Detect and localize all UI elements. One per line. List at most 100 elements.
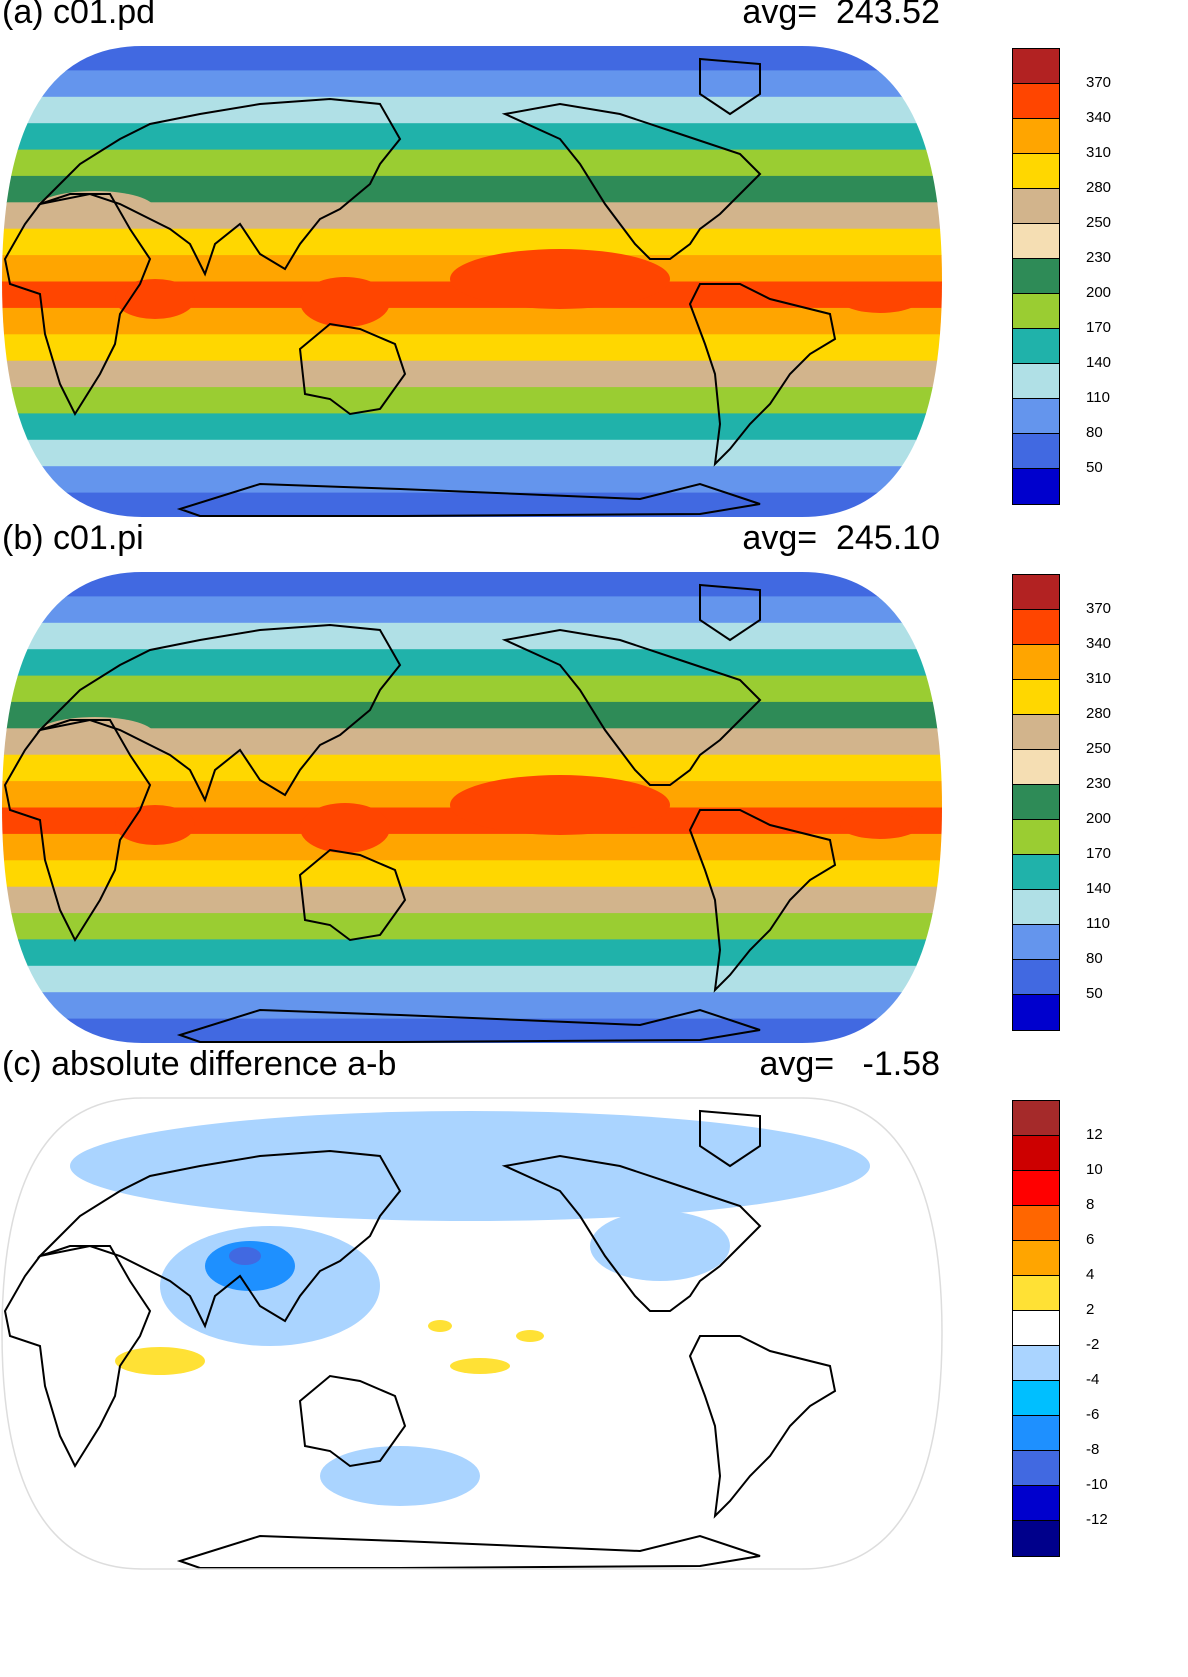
map-field: [2, 1098, 942, 1569]
panel-c-avg-value: -1.58: [862, 1045, 941, 1083]
colorbar-label: 80: [1086, 424, 1103, 441]
colorbar-label: 4: [1086, 1266, 1095, 1283]
zonal-band: [2, 96, 942, 125]
colorbar-segment: [1013, 329, 1059, 364]
zonal-band: [2, 913, 942, 941]
coastline: [176, 1534, 761, 1569]
panel-a-avg-label: avg=: [742, 0, 818, 31]
colorbar-segment: [1013, 84, 1059, 119]
positive-pacific-3: [428, 1320, 452, 1332]
panel-b-avg-value: 245.10: [836, 519, 940, 557]
coastline: [298, 848, 407, 942]
zonal-band: [2, 675, 942, 703]
colorbar-label: 50: [1086, 459, 1103, 476]
colorbar-segment: [1013, 715, 1059, 750]
zonal-band: [2, 123, 942, 151]
colorbar-segment: [1013, 750, 1059, 785]
colorbar-segment: [1013, 610, 1059, 645]
colorbar-label: -10: [1086, 1476, 1108, 1493]
colorbar-segment: [1013, 820, 1059, 855]
panel-c-title: (c) absolute difference a-b: [2, 1045, 397, 1083]
positive-pacific: [450, 1358, 510, 1374]
colorbar-label: 80: [1086, 950, 1103, 967]
colorbar-label: 50: [1086, 985, 1103, 1002]
colorbar-label: 310: [1086, 144, 1112, 161]
coastline: [36, 1149, 402, 1329]
colorbar-label: 250: [1086, 740, 1112, 757]
panel-c-map: [1, 1097, 943, 1570]
coastline: [176, 482, 761, 517]
zonal-band: [2, 596, 942, 624]
zonal-band: [2, 334, 942, 362]
colorbar-segment: [1013, 189, 1059, 224]
colorbar-segment: [1013, 645, 1059, 680]
colorbar-segment: [1013, 680, 1059, 715]
zonal-band: [2, 175, 942, 204]
zonal-band: [2, 228, 942, 257]
panel-b-title: (b) c01.pi: [2, 519, 144, 557]
coastline: [501, 102, 762, 260]
colorbar-label: -4: [1086, 1371, 1100, 1388]
coastline: [688, 1335, 837, 1519]
colorbar-segment: [1013, 1346, 1059, 1381]
colorbar-label: 110: [1086, 389, 1110, 406]
colorbar-label: 170: [1086, 845, 1112, 862]
colorbar-label: -6: [1086, 1406, 1100, 1423]
negative-north: [70, 1111, 870, 1221]
colorbar-label: 140: [1086, 880, 1112, 897]
colorbar-label: 12: [1086, 1126, 1103, 1143]
zonal-band: [2, 965, 942, 994]
zonal-band: [2, 728, 942, 756]
colorbar-segment: [1013, 399, 1059, 434]
coastline: [3, 1245, 152, 1469]
panel-a-colorbar: [1012, 48, 1060, 505]
zonal-band: [2, 70, 942, 98]
negative-asia-core: [205, 1241, 295, 1291]
warm-pool-indian: [115, 279, 195, 319]
zonal-band: [2, 387, 942, 415]
colorbar-segment: [1013, 224, 1059, 259]
coastline: [3, 719, 152, 943]
panel-c-avg-label: avg=: [759, 1045, 835, 1083]
zonal-band: [2, 754, 942, 783]
colorbar-segment: [1013, 925, 1059, 960]
colorbar-segment: [1013, 575, 1059, 610]
panel-b-map: [2, 572, 942, 1043]
warm-pool-indian: [115, 805, 195, 845]
colorbar-segment: [1013, 434, 1059, 469]
colorbar-segment: [1013, 1451, 1059, 1486]
coastline: [176, 1008, 761, 1043]
panel-b-avg: avg= 245.10: [742, 518, 940, 558]
colorbar-label: 2: [1086, 1301, 1095, 1318]
coastline: [36, 97, 402, 277]
zonal-band: [2, 886, 942, 915]
colorbar-label: 230: [1086, 249, 1112, 266]
warm-pool-atlantic: [840, 285, 920, 313]
colorbar-segment: [1013, 1521, 1059, 1556]
colorbar-segment: [1013, 1276, 1059, 1311]
colorbar-label: 140: [1086, 354, 1112, 371]
colorbar-label: 280: [1086, 705, 1112, 722]
colorbar-segment: [1013, 855, 1059, 890]
colorbar-label: 340: [1086, 109, 1112, 126]
zonal-band: [2, 492, 942, 517]
zonal-band: [2, 202, 942, 230]
zonal-band: [2, 46, 942, 72]
coastline: [501, 628, 762, 786]
zonal-band: [2, 649, 942, 677]
coastline: [36, 623, 402, 803]
colorbar-segment: [1013, 1416, 1059, 1451]
colorbar-label: 10: [1086, 1161, 1103, 1178]
colorbar-label: 340: [1086, 635, 1112, 652]
negative-south: [320, 1446, 480, 1506]
colorbar-segment: [1013, 1381, 1059, 1416]
colorbar-label: -12: [1086, 1511, 1108, 1528]
map-outline: [1, 1097, 943, 1570]
colorbar-segment: [1013, 785, 1059, 820]
colorbar-label: -8: [1086, 1441, 1100, 1458]
colorbar-segment: [1013, 1206, 1059, 1241]
warm-pool-maritime: [300, 277, 390, 327]
map-field: [2, 46, 942, 517]
zonal-band: [2, 572, 942, 598]
zonal-band: [2, 439, 942, 468]
